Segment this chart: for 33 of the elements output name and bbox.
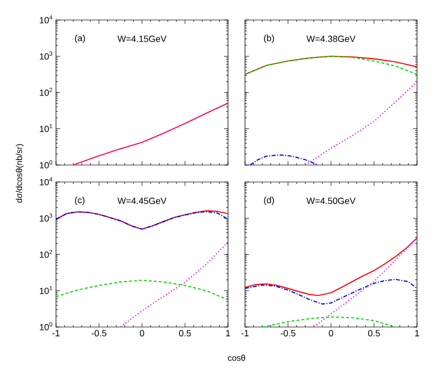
x-tick-label: 0.5 [179, 330, 191, 336]
x-tick-label: -1 [241, 330, 249, 336]
y-axis-title: dσ/dcosθ(nb/sr) [16, 144, 24, 203]
x-tick-label: 1 [226, 330, 230, 336]
annotation: (c) [75, 196, 84, 206]
line-series [120, 242, 228, 327]
annotation: (b) [264, 34, 274, 44]
line-series [56, 280, 228, 300]
x-tick-label: -1 [52, 330, 60, 336]
y-tick-label: 10$^{3}$ [40, 214, 52, 222]
annotation: (a) [75, 34, 85, 44]
y-tick-label: 10$^{3}$ [40, 52, 52, 60]
annotation: W=4.50GeV [306, 198, 356, 204]
y-tick-label: 10$^{0}$ [40, 322, 52, 330]
y-tick-label: 10$^{4}$ [40, 177, 52, 186]
annotation: W=4.45GeV [118, 198, 167, 204]
line-series [72, 102, 228, 165]
annotation: W=4.15GeV [118, 36, 167, 42]
x-axis-title: cosθ [228, 354, 246, 361]
y-tick-label: 10$^{1}$ [40, 286, 52, 294]
y-tick-label: 10$^{1}$ [40, 124, 52, 132]
x-tick-label: 0 [328, 330, 334, 336]
y-tick-label: 10$^{0}$ [40, 160, 52, 168]
x-tick-label: -0.5 [92, 330, 106, 336]
y-tick-label: 10$^{4}$ [40, 15, 52, 24]
y-tick-label: 10$^{2}$ [40, 88, 52, 96]
x-tick-label: 0.5 [368, 330, 380, 336]
annotation: (d) [264, 196, 274, 206]
annotation: W=4.38GeV [306, 36, 356, 42]
x-tick-label: 0 [140, 330, 144, 336]
x-tick-label: -0.5 [280, 330, 296, 336]
x-tick-label: 1 [415, 330, 420, 336]
y-tick-label: 10$^{2}$ [40, 250, 52, 258]
